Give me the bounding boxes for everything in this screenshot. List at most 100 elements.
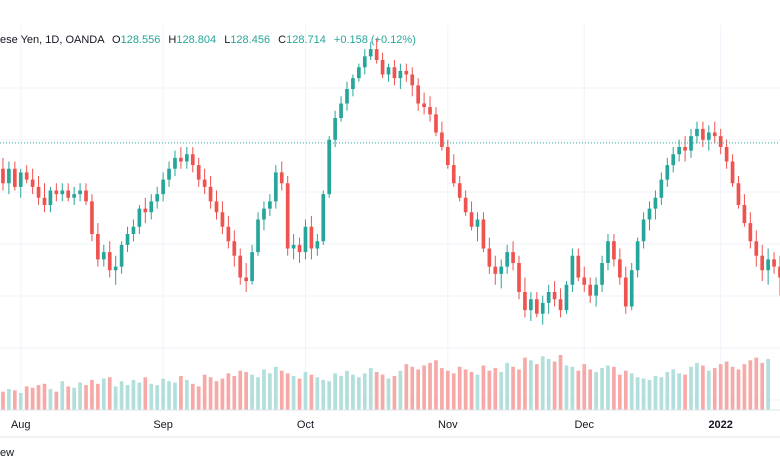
- candle: [297, 237, 302, 263]
- volume-bar: [309, 374, 314, 410]
- grid-lines: [0, 25, 780, 410]
- candle: [760, 244, 765, 282]
- volume-bar: [410, 366, 415, 410]
- candle-body: [321, 194, 326, 242]
- volume-bar: [618, 374, 622, 410]
- candle: [434, 107, 438, 137]
- candle-body: [125, 234, 130, 245]
- candle: [659, 172, 664, 205]
- volume-bar: [137, 382, 142, 410]
- candle-body: [736, 183, 741, 205]
- candle: [534, 292, 539, 318]
- candle-body: [345, 89, 349, 104]
- candle: [167, 161, 171, 187]
- candle: [291, 234, 296, 260]
- candle: [546, 284, 551, 314]
- volume-bar: [12, 390, 17, 410]
- candle: [766, 248, 770, 285]
- candle: [143, 197, 148, 224]
- candle: [445, 139, 450, 169]
- candle: [481, 212, 486, 253]
- candle: [724, 139, 729, 169]
- candle: [641, 212, 646, 249]
- candle-body: [445, 147, 450, 166]
- legend-open-label: O: [112, 34, 121, 46]
- legend-close-label: C: [278, 34, 286, 46]
- candle-body: [309, 226, 314, 249]
- candle-body: [36, 186, 41, 198]
- candle: [748, 212, 753, 249]
- time-axis: Aug Sep Oct Nov Dec 2022: [11, 419, 733, 431]
- candle: [487, 237, 492, 274]
- candle-body: [671, 154, 676, 166]
- volume-bar: [161, 378, 165, 410]
- candle: [137, 205, 142, 234]
- volume-bar: [766, 358, 770, 410]
- volume-bar: [96, 383, 100, 410]
- candle-body: [54, 190, 59, 195]
- legend-symbol: ese Yen, 1D, OANDA: [0, 34, 105, 46]
- volume-bar: [469, 372, 474, 410]
- candle: [612, 234, 616, 267]
- candle: [529, 292, 533, 321]
- candle: [179, 147, 183, 169]
- volume-bar: [612, 366, 616, 410]
- volume-bar: [594, 372, 598, 410]
- volume-bar: [279, 370, 284, 410]
- footer-label[interactable]: ew: [0, 447, 14, 459]
- volume-bar: [706, 370, 711, 410]
- volume-bar: [701, 365, 705, 410]
- candle: [48, 186, 53, 213]
- candle-body: [706, 132, 711, 140]
- x-tick-label: 2022: [708, 419, 732, 431]
- candle: [618, 248, 622, 285]
- candle-body: [404, 70, 409, 75]
- candle-body: [12, 168, 17, 187]
- candle: [493, 255, 498, 285]
- volume-bar: [523, 357, 527, 410]
- volume-bar: [712, 368, 717, 410]
- volume-bar: [84, 385, 88, 410]
- candle-body: [428, 107, 432, 115]
- candle: [386, 63, 391, 82]
- volume-bar: [552, 361, 557, 410]
- candle: [279, 161, 284, 191]
- candle: [315, 234, 320, 256]
- volume-bar: [333, 373, 337, 410]
- volume-bar: [179, 375, 183, 410]
- volume-bar: [416, 369, 421, 410]
- candle-body: [291, 244, 296, 249]
- candle: [345, 81, 349, 111]
- candle-series[interactable]: [1, 38, 780, 325]
- volume-bar: [362, 373, 367, 410]
- candle-body: [594, 284, 598, 296]
- candle: [647, 201, 652, 231]
- volume-bar: [345, 370, 349, 410]
- candle-body: [96, 234, 100, 260]
- volume-bar: [748, 360, 753, 410]
- volume-bar: [546, 358, 551, 410]
- candle: [505, 244, 509, 274]
- candle: [7, 161, 11, 195]
- candle-body: [279, 172, 284, 184]
- candle: [208, 176, 213, 209]
- candle-body: [499, 266, 504, 274]
- volume-bar: [155, 385, 160, 410]
- candle: [30, 168, 35, 195]
- candle: [113, 255, 118, 285]
- x-tick-label: Nov: [438, 419, 458, 431]
- candle-body: [718, 136, 723, 147]
- volume-bar: [398, 370, 403, 410]
- candle-body: [434, 114, 438, 133]
- legend-high-label: H: [168, 34, 176, 46]
- candle-body: [220, 212, 225, 227]
- candle: [511, 241, 515, 271]
- volume-bar: [202, 374, 207, 410]
- candle-body: [647, 208, 652, 220]
- candle-body: [635, 241, 640, 271]
- volume-bar: [262, 369, 266, 410]
- candle: [226, 215, 231, 249]
- candle: [268, 194, 272, 216]
- volume-bar: [351, 374, 355, 410]
